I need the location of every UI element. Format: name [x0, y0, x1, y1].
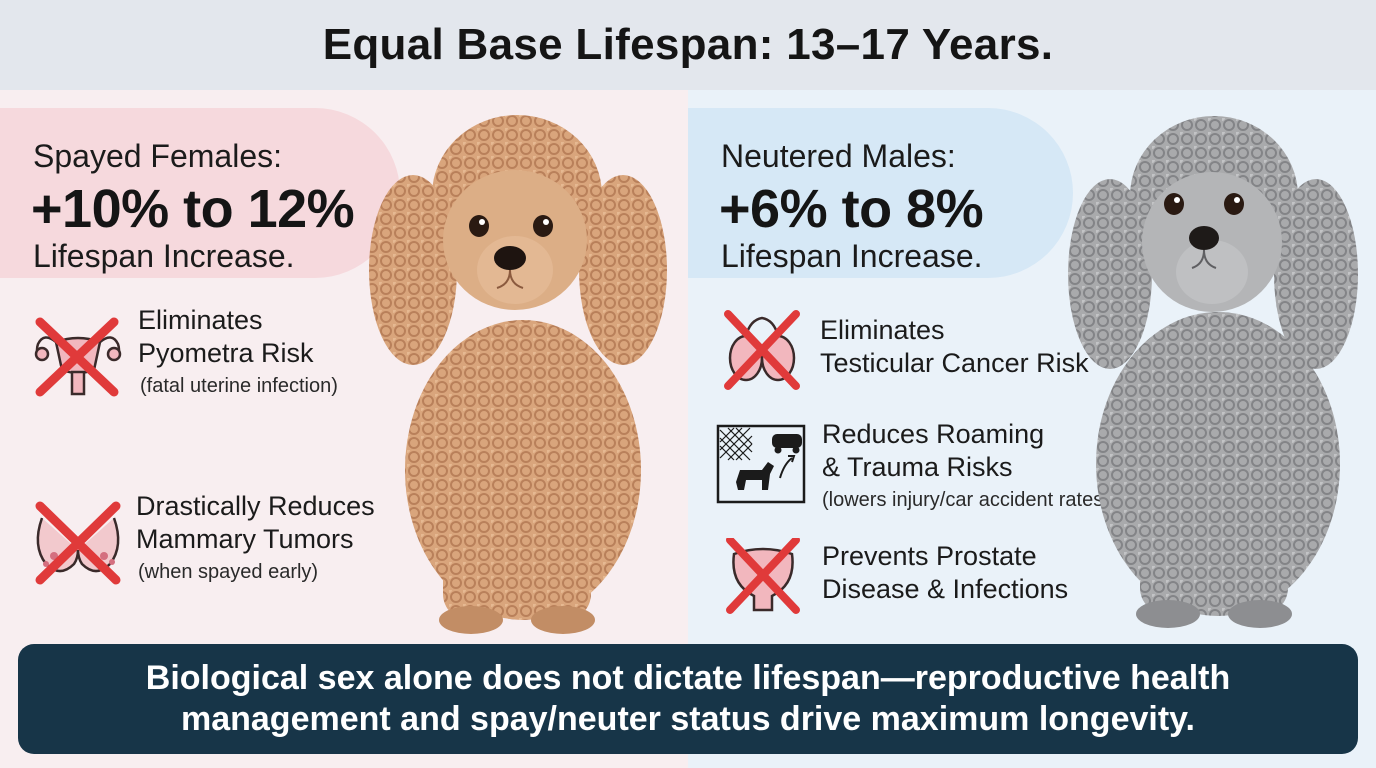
benefit-mammary-note: (when spayed early): [138, 561, 319, 583]
header-bar: Equal Base Lifespan: 13–17 Years.: [0, 0, 1376, 90]
conclusion-line1: Biological sex alone does not dictate li…: [145, 659, 1231, 697]
benefit-roaming-note: (lowers injury/car accident rates): [822, 489, 1110, 511]
roaming-dog-car-icon: [716, 424, 806, 504]
apricot-poodle-illustration: [369, 115, 667, 634]
conclusion-line2: management and spay/neuter status drive …: [180, 700, 1195, 738]
prostate-crossed-icon: [726, 538, 800, 614]
benefit-testicular: Eliminates Testicular Cancer Risk: [722, 310, 1102, 400]
benefit-mammary: Drastically Reduces Mammary Tumors (when…: [28, 491, 398, 598]
benefit-prostate-line1: Prevents Prostate: [822, 541, 1037, 571]
benefit-pyometra: Eliminates Pyometra Risk (fatal uterine …: [28, 305, 388, 412]
page-title: Equal Base Lifespan: 13–17 Years.: [322, 20, 1054, 69]
benefit-roaming-line1: Reduces Roaming: [822, 419, 1045, 449]
benefit-mammary-line1: Drastically Reduces: [136, 491, 375, 521]
benefit-roaming-line2: & Trauma Risks: [822, 452, 1013, 482]
neutered-increase-value: +6% to 8%: [719, 179, 984, 239]
benefit-prostate: Prevents Prostate Disease & Infections: [724, 538, 1104, 628]
benefit-mammary-line2: Mammary Tumors: [136, 524, 354, 554]
spayed-stat-pill: Spayed Females: +10% to 12% Lifespan Inc…: [0, 108, 400, 278]
benefit-roaming: Reduces Roaming & Trauma Risks (lowers i…: [716, 419, 1136, 512]
benefit-prostate-line2: Disease & Infections: [822, 574, 1069, 604]
spayed-increase-label: Lifespan Increase.: [33, 238, 295, 274]
benefit-testicular-line2: Testicular Cancer Risk: [820, 348, 1089, 378]
conclusion-banner: Biological sex alone does not dictate li…: [18, 644, 1358, 754]
spayed-heading: Spayed Females:: [33, 138, 283, 174]
spayed-increase-value: +10% to 12%: [31, 179, 355, 239]
benefit-pyometra-line2: Pyometra Risk: [138, 338, 314, 368]
benefit-pyometra-line1: Eliminates: [138, 305, 263, 335]
neutered-stat-pill: Neutered Males: +6% to 8% Lifespan Incre…: [688, 108, 1073, 278]
uterus-crossed-icon: [34, 317, 122, 397]
mammary-crossed-icon: [35, 501, 121, 585]
benefit-testicular-line1: Eliminates: [820, 315, 945, 345]
neutered-increase-label: Lifespan Increase.: [721, 238, 983, 274]
testicle-crossed-icon: [724, 310, 800, 390]
neutered-heading: Neutered Males:: [721, 138, 956, 174]
benefit-pyometra-note: (fatal uterine infection): [140, 375, 338, 397]
silver-poodle-illustration: [1068, 116, 1358, 628]
